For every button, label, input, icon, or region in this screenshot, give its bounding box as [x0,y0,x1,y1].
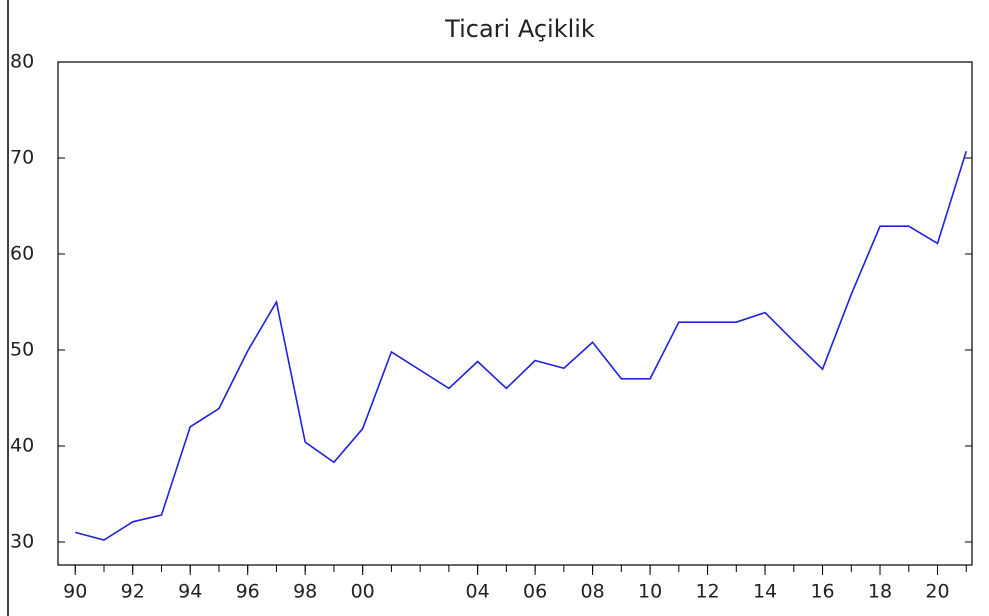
y-tick-label: 70 [10,146,34,168]
x-tick-label: 16 [810,581,834,603]
x-tick-label: 04 [466,581,490,603]
x-tick-label: 98 [293,581,317,603]
line-series [75,151,968,541]
y-tick-label: 80 [10,51,34,73]
y-tick-label: 40 [10,434,34,456]
x-tick-label: 08 [581,581,605,603]
plot-frame [57,61,973,566]
x-tick-label: 92 [121,581,145,603]
y-tick-label: 60 [10,242,34,264]
x-tick-label: 94 [178,581,202,603]
y-tick-label: 50 [10,338,34,360]
x-tick-label: 18 [868,581,892,603]
x-tick-label: 00 [351,581,375,603]
chart-title: Ticari Açiklik [444,15,595,43]
x-tick-label: 14 [753,581,777,603]
x-tick-label: 90 [63,581,87,603]
x-tick-label: 20 [925,581,949,603]
y-tick-label: 30 [10,530,34,552]
x-tick-label: 06 [523,581,547,603]
x-tick-label: 10 [638,581,662,603]
x-tick-label: 12 [695,581,719,603]
x-tick-label: 96 [236,581,260,603]
